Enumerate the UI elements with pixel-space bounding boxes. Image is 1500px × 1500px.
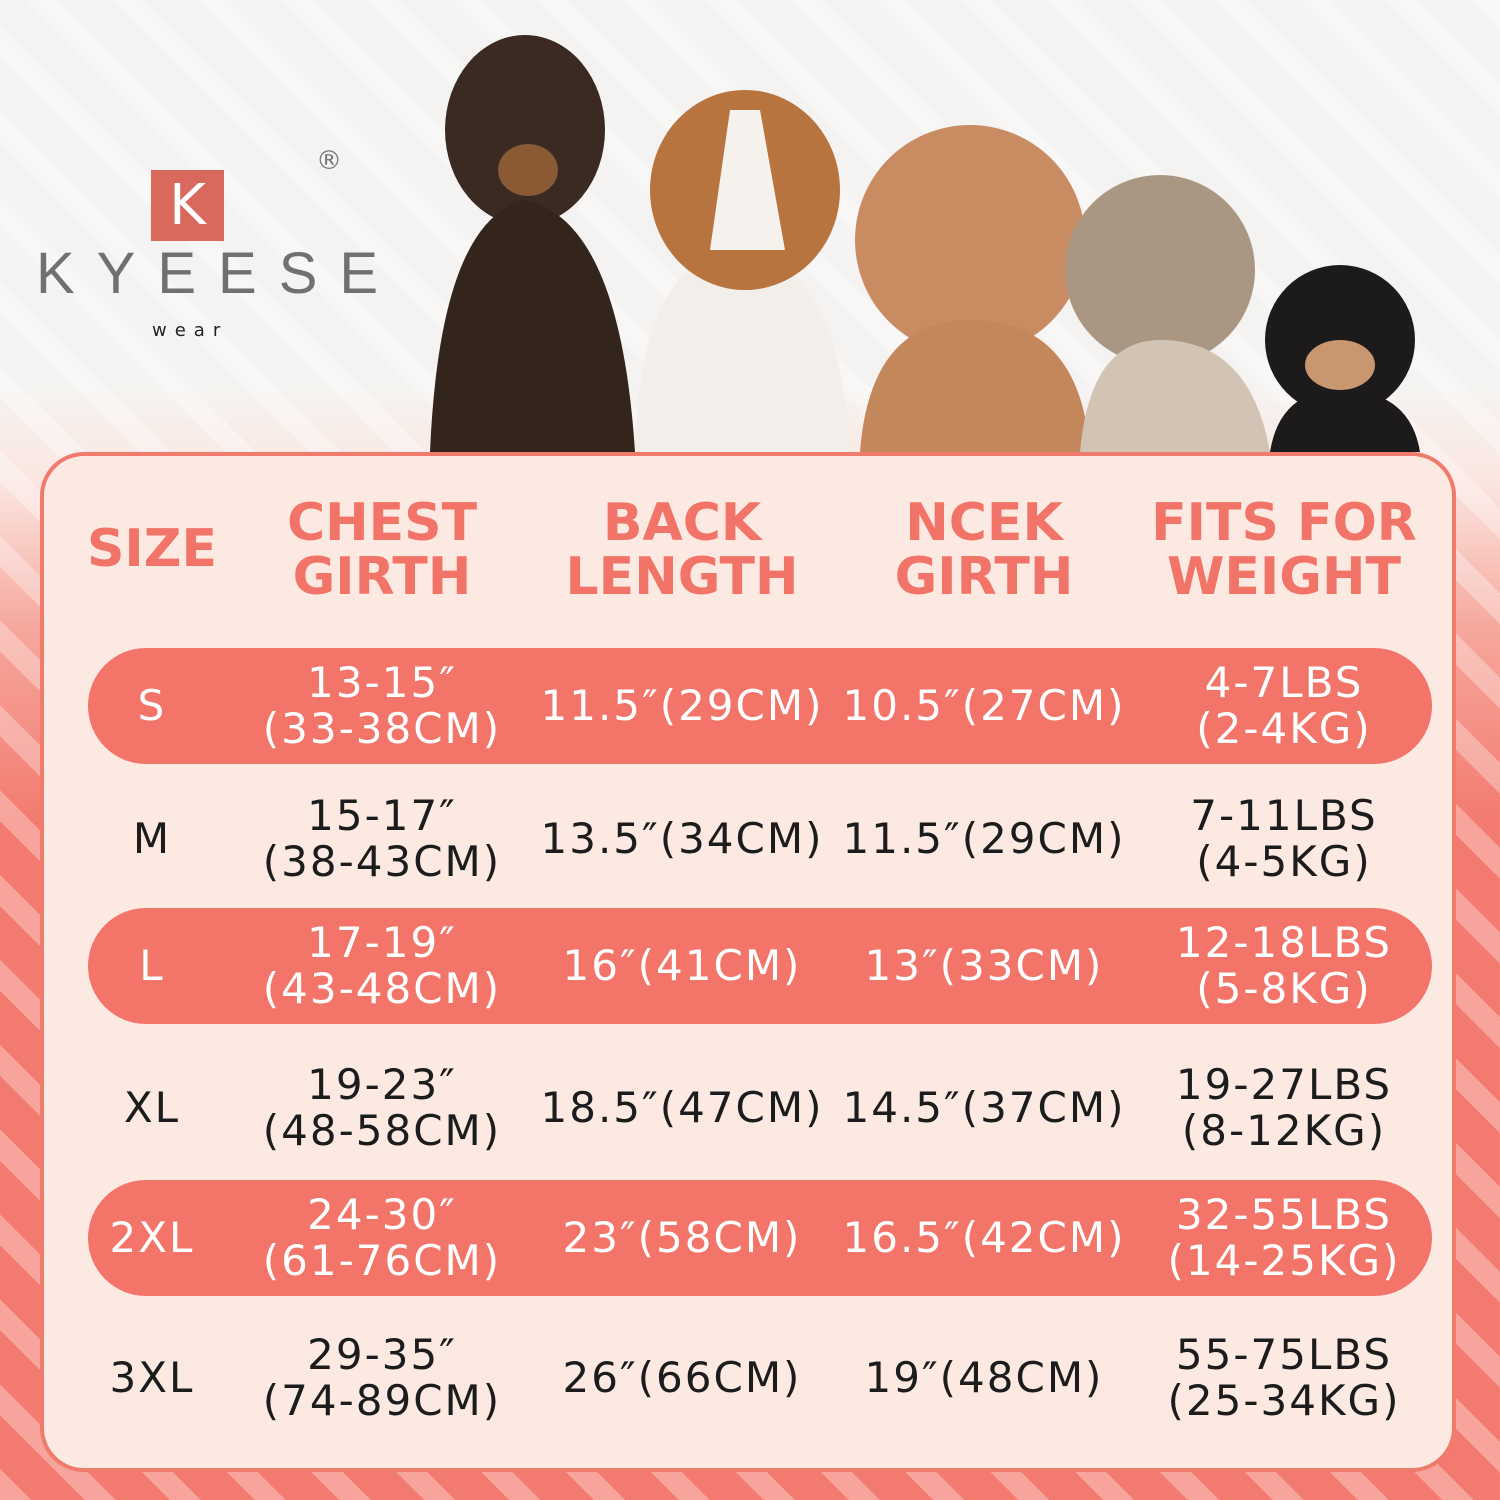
- cell-line: (38-43CM): [262, 837, 502, 886]
- cell-line: 32-55LBS: [1175, 1190, 1393, 1239]
- table-row: S 13-15″ (33-38CM) 11.5″(29CM) 10.5″(27CM) 4-…: [88, 648, 1432, 764]
- cell-line: (33-38CM): [262, 704, 502, 753]
- neck-girth-cell: 11.5″(29CM): [842, 814, 1126, 863]
- chest-girth-cell: 17-19″ (43-48CM): [222, 920, 542, 1012]
- back-length-cell: 23″(58CM): [562, 1213, 802, 1262]
- cell-line: (61-76CM): [262, 1236, 502, 1285]
- cell-line: 17-19″: [307, 918, 457, 967]
- back-length-cell: 16″(41CM): [562, 941, 802, 990]
- doberman-image: [430, 35, 635, 452]
- neck-girth-cell: 14.5″(37CM): [842, 1083, 1126, 1132]
- neck-girth-cell: 16.5″(42CM): [842, 1213, 1126, 1262]
- cell-line: (74-89CM): [262, 1376, 502, 1425]
- size-cell: 3XL: [109, 1353, 195, 1402]
- back-length-cell: 13.5″(34CM): [540, 814, 824, 863]
- back-length-cell: 18.5″(47CM): [540, 1083, 824, 1132]
- brand-logo: K ® KYEESE wear: [30, 140, 378, 350]
- size-cell: S: [137, 681, 167, 730]
- header-weight: FITS FOR WEIGHT: [1151, 493, 1417, 607]
- size-cell: M: [132, 814, 172, 863]
- beagle-image: [635, 90, 850, 452]
- back-length-cell: 26″(66CM): [562, 1353, 802, 1402]
- chihuahua-image: [1265, 265, 1420, 452]
- size-cell: 2XL: [109, 1213, 195, 1262]
- chest-girth-cell: 24-30″ (61-76CM): [222, 1192, 542, 1284]
- size-chart-table: SIZE CHEST GIRTH BACK LENGTH NCEK GIRTH FIT…: [40, 452, 1456, 1472]
- cell-line: (25-34KG): [1167, 1376, 1401, 1425]
- poodle-image: [855, 125, 1090, 452]
- cell-line: 15-17″: [307, 791, 457, 840]
- cell-line: (43-48CM): [262, 964, 502, 1013]
- neck-girth-cell: 10.5″(27CM): [842, 681, 1126, 730]
- brand-sub: wear: [152, 320, 229, 341]
- cell-line: 4-7LBS: [1204, 658, 1364, 707]
- cell-line: 7-11LBS: [1190, 791, 1378, 840]
- weight-cell: 12-18LBS (5-8KG): [1124, 920, 1444, 1012]
- cell-line: (4-5KG): [1196, 837, 1372, 886]
- terrier-image: [1065, 175, 1270, 452]
- weight-cell: 7-11LBS (4-5KG): [1124, 793, 1444, 885]
- cell-line: (14-25KG): [1167, 1236, 1401, 1285]
- cell-line: 24-30″: [307, 1190, 457, 1239]
- weight-cell: 32-55LBS (14-25KG): [1124, 1192, 1444, 1284]
- header-chest-girth: CHEST GIRTH: [286, 493, 478, 607]
- neck-girth-cell: 19″(48CM): [864, 1353, 1104, 1402]
- dogs-photo: [430, 35, 1420, 452]
- cell-line: 29-35″: [307, 1330, 457, 1379]
- size-cell: XL: [123, 1083, 181, 1132]
- header-back-length: BACK LENGTH: [565, 493, 799, 607]
- table-row: L 17-19″ (43-48CM) 16″(41CM) 13″(33CM) 12-18L…: [88, 908, 1432, 1024]
- registered-mark: ®: [316, 146, 342, 176]
- weight-cell: 19-27LBS (8-12KG): [1124, 1062, 1444, 1154]
- back-length-cell: 11.5″(29CM): [540, 681, 824, 730]
- weight-cell: 55-75LBS (25-34KG): [1124, 1332, 1444, 1424]
- chest-girth-cell: 19-23″ (48-58CM): [222, 1062, 542, 1154]
- weight-cell: 4-7LBS (2-4KG): [1124, 660, 1444, 752]
- cell-line: (8-12KG): [1181, 1106, 1387, 1155]
- neck-girth-cell: 13″(33CM): [864, 941, 1104, 990]
- brand-name: KYEESE: [36, 241, 401, 306]
- header-size: SIZE: [86, 519, 218, 579]
- cell-line: 19-27LBS: [1175, 1060, 1393, 1109]
- table-row: 2XL 24-30″ (61-76CM) 23″(58CM) 16.5″(42CM) 32…: [88, 1180, 1432, 1296]
- chest-girth-cell: 13-15″ (33-38CM): [222, 660, 542, 752]
- chest-girth-cell: 29-35″ (74-89CM): [222, 1332, 542, 1424]
- cell-line: 19-23″: [307, 1060, 457, 1109]
- table-row: M 15-17″ (38-43CM) 13.5″(34CM) 11.5″(29CM) 7-…: [88, 776, 1432, 902]
- cell-line: 13-15″: [307, 658, 457, 707]
- chest-girth-cell: 15-17″ (38-43CM): [222, 793, 542, 885]
- table-row: 3XL 29-35″ (74-89CM) 26″(66CM) 19″(48CM) 55-7…: [88, 1310, 1432, 1446]
- size-cell: L: [139, 941, 165, 990]
- cell-line: (5-8KG): [1196, 964, 1372, 1013]
- cell-line: (48-58CM): [262, 1106, 502, 1155]
- cell-line: (2-4KG): [1196, 704, 1372, 753]
- cell-line: 55-75LBS: [1175, 1330, 1393, 1379]
- table-row: XL 19-23″ (48-58CM) 18.5″(47CM) 14.5″(37CM) 1…: [88, 1040, 1432, 1176]
- cell-line: 12-18LBS: [1175, 918, 1393, 967]
- header-neck-girth: NCEK GIRTH: [894, 493, 1074, 607]
- logo-k-mark: K: [151, 170, 224, 241]
